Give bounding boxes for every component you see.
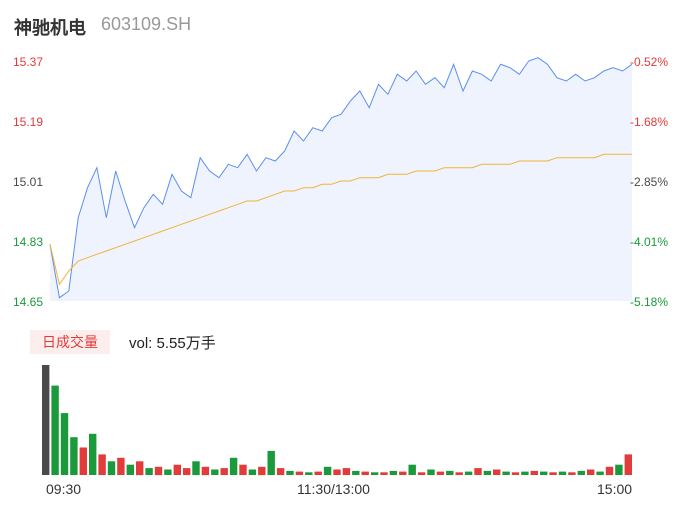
volume-bar	[136, 461, 144, 476]
y-tick-right-3: -4.01%	[630, 235, 669, 249]
y-tick-right-2: -2.85%	[630, 175, 669, 189]
volume-bar	[427, 469, 435, 475]
volume-bar	[323, 466, 332, 476]
volume-bar	[173, 464, 181, 475]
volume-bar	[558, 471, 567, 475]
volume-bar	[464, 471, 473, 475]
volume-bar	[342, 468, 351, 475]
volume-label: vol: 5.55万手	[129, 335, 216, 352]
volume-bar	[314, 471, 322, 475]
volume-bar	[229, 457, 238, 475]
y-tick-right-0: -0.52%	[630, 55, 669, 69]
volume-bar	[615, 464, 623, 475]
volume-bar	[549, 472, 557, 475]
price-line	[49, 57, 633, 299]
volume-bar	[89, 433, 97, 475]
volume-bar	[361, 471, 369, 475]
volume-bar	[107, 461, 116, 476]
stock-name: 神驰机电	[14, 18, 86, 38]
y-tick-left-4: 14.65	[13, 295, 44, 309]
volume-bar	[474, 468, 482, 475]
volume-bar	[436, 471, 445, 475]
volume-bar	[530, 470, 538, 475]
volume-bar	[267, 450, 275, 475]
volume-bar	[370, 472, 379, 475]
volume-bar	[51, 385, 59, 475]
volume-bar	[117, 457, 125, 475]
volume-bar	[305, 472, 313, 475]
volume-bar	[380, 472, 388, 475]
volume-bar	[502, 471, 510, 475]
volume-bar	[154, 466, 163, 476]
volume-bar	[220, 468, 228, 475]
volume-bar	[98, 454, 106, 475]
x-tick-midday: 11:30/13:00	[297, 481, 370, 497]
y-tick-left-3: 14.83	[13, 235, 44, 249]
volume-bar	[511, 472, 520, 475]
volume-bar	[183, 468, 191, 475]
volume-bar	[239, 464, 247, 475]
volume-bar	[42, 365, 50, 475]
volume-bar	[587, 469, 595, 475]
volume-bar	[258, 466, 266, 476]
y-tick-left-1: 15.19	[13, 115, 44, 129]
volume-bar	[295, 471, 304, 475]
volume-bar	[70, 437, 78, 475]
volume-bar	[568, 472, 576, 475]
volume-bar	[60, 413, 69, 475]
volume-bar	[352, 470, 360, 475]
volume-bar	[389, 470, 398, 475]
volume-bar	[276, 468, 285, 475]
volume-bar	[201, 466, 210, 476]
x-tick-close: 15:00	[597, 481, 633, 497]
volume-bar	[596, 471, 604, 475]
volume-bar	[493, 469, 501, 475]
price-area	[50, 57, 632, 302]
volume-bar	[145, 468, 153, 475]
volume-bar	[408, 464, 416, 475]
volume-bar	[211, 469, 219, 475]
y-tick-left-2: 15.01	[13, 175, 44, 189]
volume-bar	[286, 470, 294, 475]
volume-bar	[577, 470, 585, 475]
volume-badge: 日成交量	[30, 330, 110, 354]
volume-bar	[446, 470, 454, 475]
volume-bar	[455, 472, 463, 475]
volume-bar	[126, 464, 134, 475]
volume-bar	[399, 471, 407, 475]
volume-bar	[540, 471, 548, 475]
volume-bar	[248, 469, 257, 475]
volume-bar	[79, 447, 87, 475]
stock-code: 603109.SH	[101, 14, 192, 34]
y-tick-left-0: 15.37	[13, 55, 44, 69]
y-tick-right-4: -5.18%	[630, 295, 669, 309]
y-tick-right-1: -1.68%	[630, 115, 669, 129]
volume-bar	[624, 454, 632, 475]
volume-bar	[192, 461, 200, 476]
x-tick-open: 09:30	[46, 481, 82, 497]
volume-bar	[164, 469, 172, 475]
volume-bar	[483, 470, 492, 475]
volume-bar	[333, 469, 341, 475]
average-price-line	[49, 153, 632, 286]
volume-bar	[521, 471, 529, 475]
volume-bar	[605, 466, 614, 476]
volume-bar	[417, 472, 426, 475]
